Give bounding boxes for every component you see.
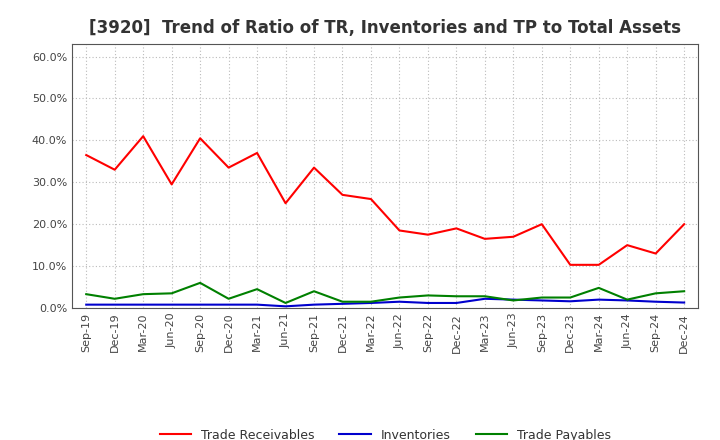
Trade Receivables [310,165,318,170]
Trade Payables [509,298,518,303]
Inventories [595,297,603,302]
Trade Receivables [509,234,518,239]
Trade Receivables [566,262,575,268]
Trade Payables [566,295,575,300]
Inventories [338,301,347,306]
Trade Receivables [452,226,461,231]
Trade Receivables [395,228,404,233]
Inventories [110,302,119,307]
Inventories [452,301,461,306]
Inventories [423,301,432,306]
Trade Payables [139,292,148,297]
Line: Inventories: Inventories [86,299,684,306]
Trade Payables [196,280,204,286]
Trade Receivables [225,165,233,170]
Trade Payables [395,295,404,300]
Trade Payables [480,293,489,299]
Trade Receivables [595,262,603,268]
Inventories [196,302,204,307]
Trade Payables [253,286,261,292]
Inventories [139,302,148,307]
Trade Payables [110,296,119,301]
Trade Receivables [680,222,688,227]
Trade Payables [225,296,233,301]
Trade Payables [652,291,660,296]
Inventories [310,302,318,307]
Legend: Trade Receivables, Inventories, Trade Payables: Trade Receivables, Inventories, Trade Pa… [155,424,616,440]
Inventories [509,297,518,302]
Trade Payables [338,299,347,304]
Trade Payables [167,291,176,296]
Trade Receivables [167,182,176,187]
Trade Receivables [480,236,489,242]
Trade Payables [452,293,461,299]
Inventories [480,296,489,301]
Inventories [253,302,261,307]
Trade Payables [423,293,432,298]
Inventories [167,302,176,307]
Trade Receivables [139,134,148,139]
Trade Receivables [366,196,375,202]
Inventories [680,300,688,305]
Trade Receivables [82,152,91,158]
Line: Trade Receivables: Trade Receivables [86,136,684,265]
Trade Payables [595,285,603,290]
Trade Payables [366,299,375,304]
Trade Payables [82,292,91,297]
Trade Receivables [423,232,432,237]
Trade Receivables [253,150,261,156]
Inventories [366,301,375,306]
Inventories [225,302,233,307]
Trade Payables [310,289,318,294]
Trade Receivables [537,222,546,227]
Trade Payables [537,295,546,300]
Inventories [652,299,660,304]
Trade Payables [282,301,290,306]
Title: [3920]  Trend of Ratio of TR, Inventories and TP to Total Assets: [3920] Trend of Ratio of TR, Inventories… [89,19,681,37]
Trade Receivables [623,242,631,248]
Trade Receivables [282,201,290,206]
Inventories [566,299,575,304]
Trade Receivables [652,251,660,256]
Line: Trade Payables: Trade Payables [86,283,684,303]
Trade Payables [623,297,631,302]
Trade Receivables [110,167,119,172]
Inventories [282,304,290,309]
Inventories [537,298,546,303]
Inventories [623,298,631,303]
Trade Payables [680,289,688,294]
Inventories [395,299,404,304]
Trade Receivables [196,136,204,141]
Trade Receivables [338,192,347,198]
Inventories [82,302,91,307]
